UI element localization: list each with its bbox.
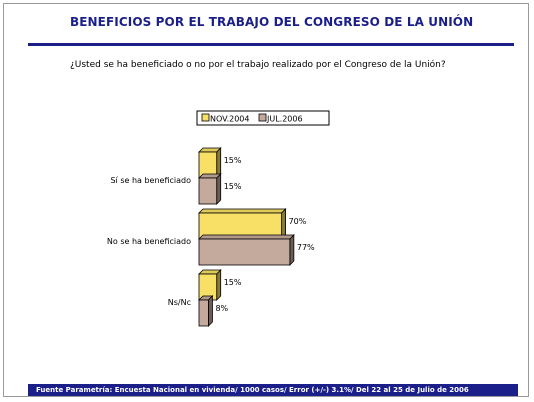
legend-swatch [258, 113, 267, 122]
data-label: 15% [224, 182, 242, 191]
bar-side-face [216, 173, 222, 205]
bar [198, 177, 218, 205]
bar [198, 299, 209, 327]
source-footer: Fuente Parametría: Encuesta Nacional en … [28, 384, 518, 396]
title-divider [28, 43, 514, 46]
slide-frame [3, 3, 529, 397]
bar [198, 238, 291, 266]
bar-top-face [198, 208, 287, 214]
data-label: 8% [215, 304, 228, 313]
page-title: BENEFICIOS POR EL TRABAJO DEL CONGRESO D… [70, 15, 474, 29]
data-label: 70% [289, 217, 307, 226]
bar-side-face [216, 147, 222, 179]
category-label: Ns/Nc [168, 298, 191, 307]
legend-swatch [201, 113, 210, 122]
data-label: 15% [224, 156, 242, 165]
category-label: No se ha beneficiado [107, 237, 191, 246]
survey-question: ¿Usted se ha beneficiado o no por el tra… [70, 60, 446, 70]
data-label: 15% [224, 278, 242, 287]
bar-side-face [281, 208, 287, 240]
bar-side-face [208, 295, 213, 327]
category-label: Sí se ha beneficiado [110, 176, 191, 185]
bar-top-face [198, 234, 295, 240]
legend-label: NOV.2004 [210, 115, 249, 124]
legend-label: JUL.2006 [266, 115, 303, 124]
bar-side-face [289, 234, 295, 266]
data-label: 77% [297, 243, 315, 252]
bar-side-face [216, 269, 222, 301]
